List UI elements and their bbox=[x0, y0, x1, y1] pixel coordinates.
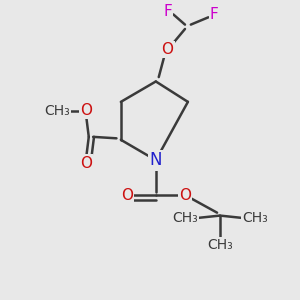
Text: F: F bbox=[210, 7, 218, 22]
Text: O: O bbox=[161, 42, 173, 57]
Text: N: N bbox=[150, 151, 162, 169]
Text: F: F bbox=[163, 4, 172, 19]
Text: O: O bbox=[121, 188, 133, 203]
Text: O: O bbox=[179, 188, 191, 203]
Text: CH₃: CH₃ bbox=[207, 238, 233, 252]
Text: CH₃: CH₃ bbox=[44, 103, 70, 118]
Text: CH₃: CH₃ bbox=[172, 212, 198, 226]
Text: CH₃: CH₃ bbox=[242, 212, 268, 226]
Text: O: O bbox=[80, 103, 92, 118]
Text: O: O bbox=[80, 156, 92, 171]
